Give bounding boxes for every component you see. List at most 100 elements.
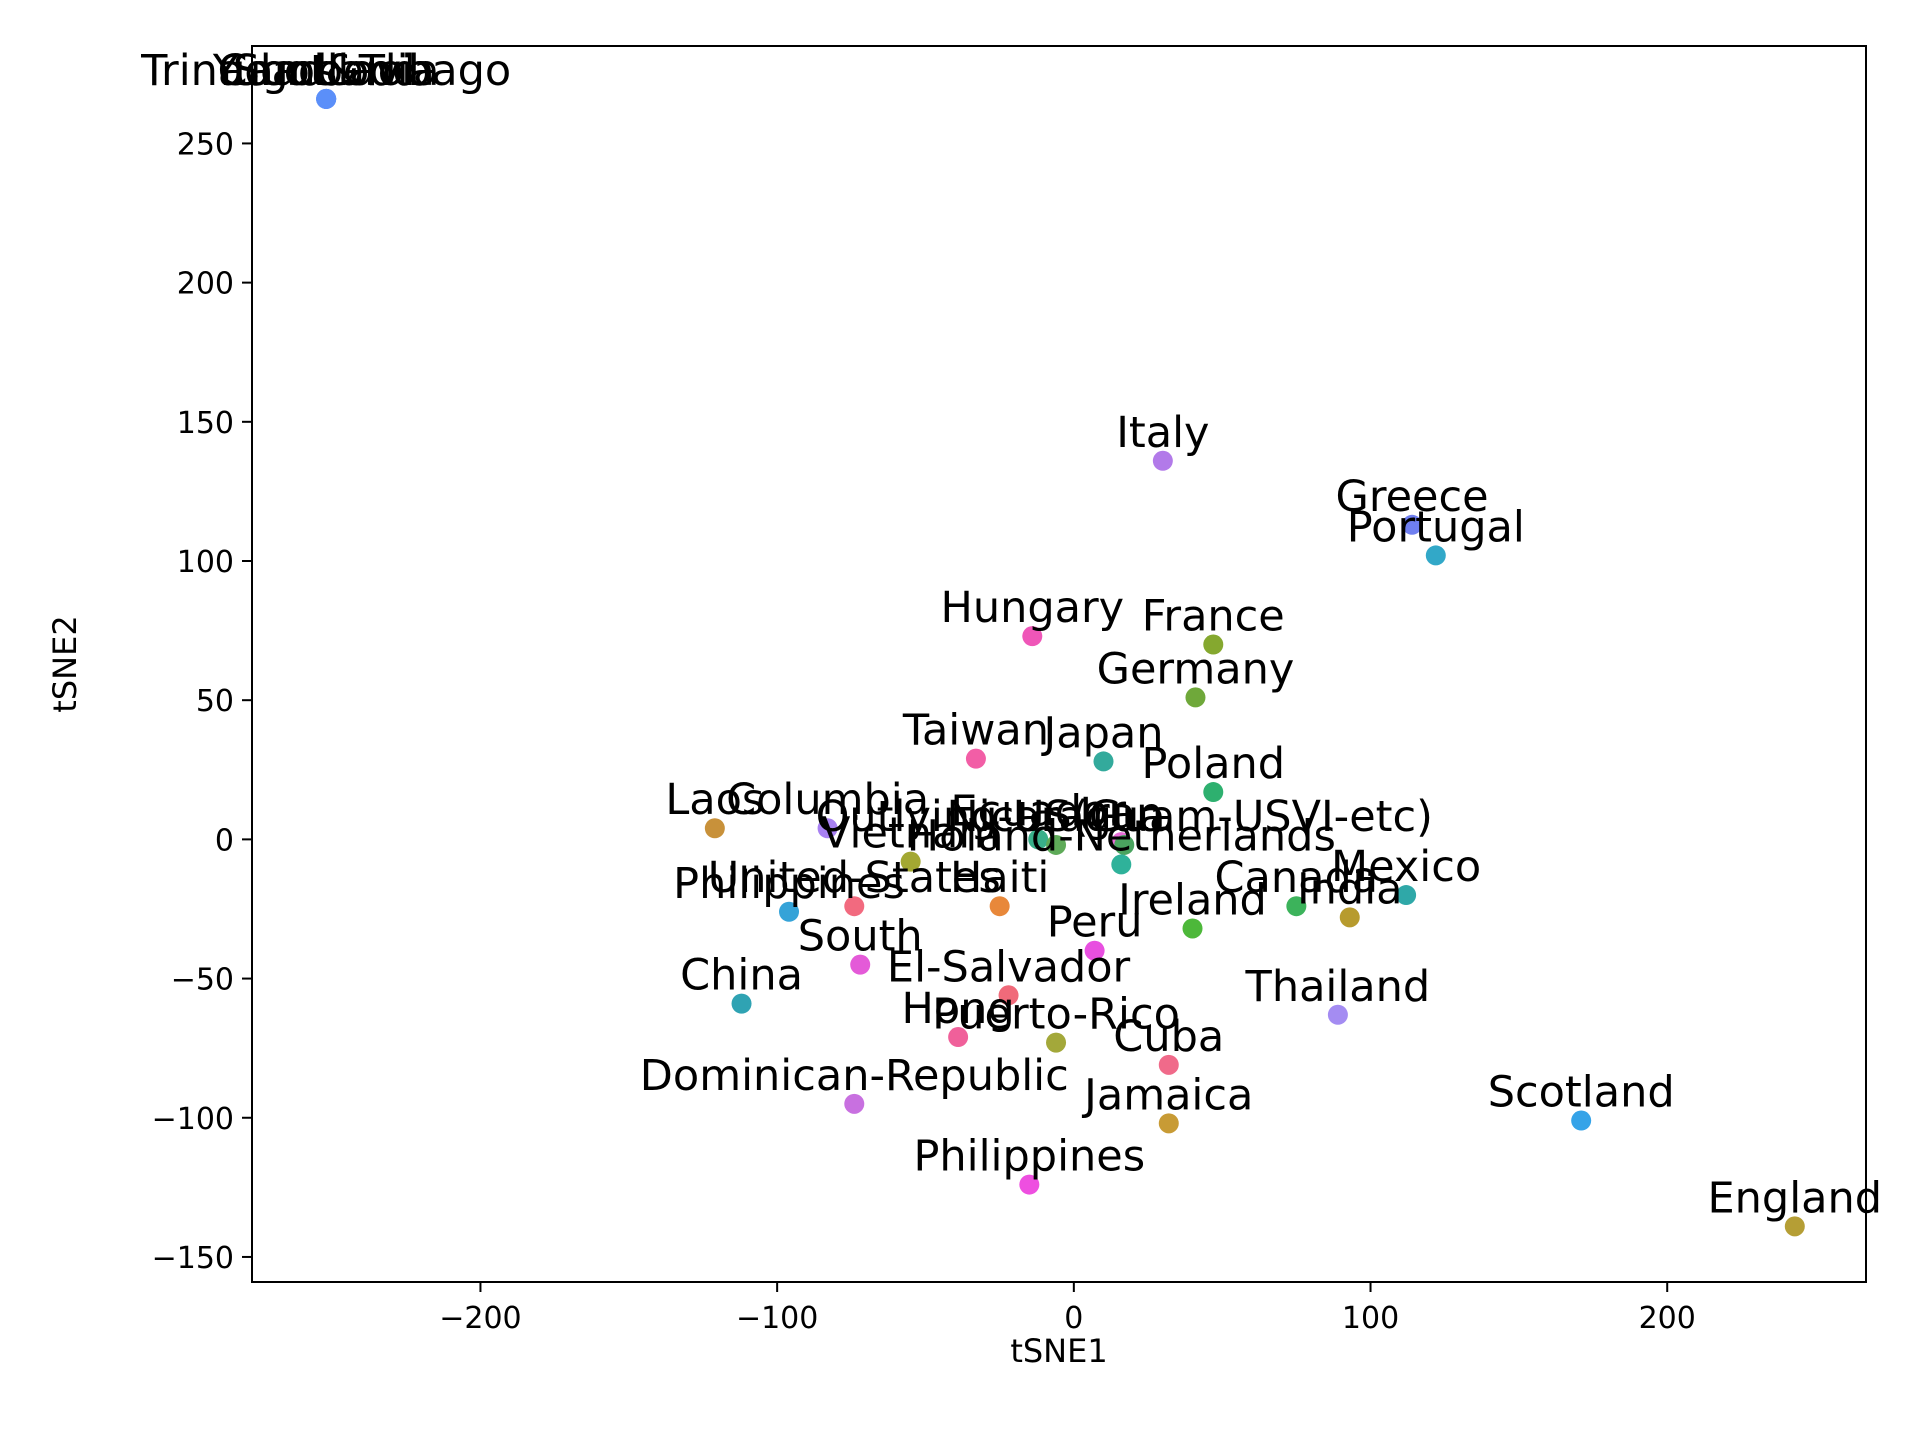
point-label: India bbox=[1297, 864, 1403, 914]
data-point bbox=[1111, 854, 1132, 875]
point-label: Canada bbox=[1215, 853, 1379, 903]
data-point bbox=[1046, 1032, 1067, 1053]
data-point bbox=[1158, 1113, 1179, 1134]
y-tick-label: 50 bbox=[196, 684, 234, 719]
point-label: South bbox=[798, 912, 923, 962]
point-label: Japan bbox=[1041, 708, 1164, 758]
point-label: Philippines bbox=[913, 1132, 1145, 1182]
data-point bbox=[1182, 918, 1203, 939]
point-label: Hungary bbox=[940, 583, 1124, 633]
point-label: Scotland bbox=[233, 46, 420, 96]
data-point bbox=[1185, 687, 1206, 708]
y-tick-label: 100 bbox=[177, 545, 234, 580]
point-label: Taiwan bbox=[902, 706, 1049, 756]
point-label: Cuba bbox=[1113, 1012, 1224, 1062]
x-axis: −200 −100 0 100 200 bbox=[439, 1282, 1696, 1336]
data-point bbox=[1158, 1054, 1179, 1075]
data-point bbox=[989, 896, 1010, 917]
point-label: England bbox=[1708, 1173, 1883, 1223]
data-point bbox=[1571, 1110, 1592, 1131]
data-point bbox=[965, 748, 986, 769]
x-tick-label: 0 bbox=[1064, 1301, 1083, 1336]
point-label: Italy bbox=[1116, 408, 1209, 458]
point-label: Ireland bbox=[1118, 875, 1267, 925]
point-label: Greece bbox=[1336, 472, 1489, 522]
y-tick-label: −50 bbox=[171, 963, 234, 998]
data-point bbox=[1784, 1216, 1805, 1237]
point-label: Vietnam bbox=[821, 809, 1000, 859]
point-label: Jamaica bbox=[1081, 1070, 1253, 1120]
data-point bbox=[1425, 545, 1446, 566]
point-label: Outlying-US(Guam-USVI-etc) bbox=[816, 792, 1433, 842]
data-point bbox=[1402, 514, 1423, 535]
x-tick-label: −200 bbox=[439, 1301, 521, 1336]
data-points bbox=[316, 88, 1805, 1237]
plot-frame bbox=[251, 45, 1867, 1283]
point-label: Scotland bbox=[1488, 1068, 1675, 1118]
data-point bbox=[1152, 450, 1173, 471]
x-tick-label: 200 bbox=[1639, 1301, 1696, 1336]
point-label: Ecuador bbox=[950, 786, 1126, 836]
data-point bbox=[844, 1093, 865, 1114]
data-point bbox=[1327, 1004, 1348, 1025]
x-axis-label: tSNE1 bbox=[1010, 1332, 1107, 1370]
point-label: Germany bbox=[1097, 644, 1295, 694]
point-label: Nicaragua bbox=[947, 792, 1166, 842]
point-label: Haiti bbox=[950, 853, 1049, 903]
point-label: El-Salvador bbox=[887, 942, 1131, 992]
y-tick-label: 200 bbox=[177, 267, 234, 302]
data-point bbox=[844, 896, 865, 917]
point-label: Columbia bbox=[726, 775, 929, 825]
data-point bbox=[1203, 782, 1224, 803]
data-point bbox=[1203, 634, 1224, 655]
point-label: Puerto-Rico bbox=[932, 990, 1180, 1040]
data-point bbox=[1396, 885, 1417, 906]
data-point bbox=[850, 954, 871, 975]
y-tick-label: 250 bbox=[177, 127, 234, 162]
point-label: Dominican-Republic bbox=[640, 1051, 1069, 1101]
point-label: Laos bbox=[665, 775, 764, 825]
point-label: Mexico bbox=[1331, 842, 1481, 892]
data-point bbox=[1286, 896, 1307, 917]
point-label: Poland bbox=[1141, 739, 1285, 789]
data-point bbox=[316, 88, 337, 109]
x-tick-label: −100 bbox=[736, 1301, 818, 1336]
y-axis-label: tSNE2 bbox=[46, 615, 84, 712]
data-point bbox=[1084, 940, 1105, 961]
point-label: Holand-Netherlands bbox=[907, 811, 1336, 861]
data-point bbox=[900, 851, 921, 872]
point-labels: Trinadad&TobagoCambodiaYugoslaviaScotlan… bbox=[140, 46, 1882, 1223]
data-point bbox=[1019, 1174, 1040, 1195]
point-label: Portugal bbox=[1347, 502, 1525, 552]
point-label: Philippines bbox=[673, 859, 905, 909]
point-label: Yugoslavia bbox=[212, 46, 440, 96]
data-point bbox=[1093, 751, 1114, 772]
point-label: Thailand bbox=[1245, 962, 1431, 1012]
point-label: Iran bbox=[1079, 789, 1163, 839]
data-point bbox=[998, 985, 1019, 1006]
data-point bbox=[704, 818, 725, 839]
point-label: France bbox=[1142, 592, 1285, 642]
data-point bbox=[1114, 834, 1135, 855]
point-label: Hong bbox=[902, 984, 1015, 1034]
y-axis: −150 −100 −50 0 50 100 150 200 250 bbox=[152, 127, 252, 1276]
point-label: Cambodia bbox=[217, 46, 434, 96]
data-point bbox=[1028, 829, 1049, 850]
y-tick-label: −100 bbox=[152, 1102, 234, 1137]
y-tick-label: 150 bbox=[177, 406, 234, 441]
point-label: United-States bbox=[708, 853, 1001, 903]
data-point bbox=[731, 993, 752, 1014]
data-point bbox=[948, 1027, 969, 1048]
data-point bbox=[817, 818, 838, 839]
point-label: Trinadad&Tobago bbox=[140, 46, 511, 96]
data-point bbox=[1339, 907, 1360, 928]
point-label: Peru bbox=[1047, 898, 1143, 948]
x-tick-label: 100 bbox=[1342, 1301, 1399, 1336]
y-tick-label: 0 bbox=[215, 823, 234, 858]
data-point bbox=[779, 901, 800, 922]
data-point bbox=[1022, 626, 1043, 647]
data-point bbox=[1046, 834, 1067, 855]
y-tick-label: −150 bbox=[152, 1241, 234, 1276]
point-label: China bbox=[680, 951, 803, 1001]
